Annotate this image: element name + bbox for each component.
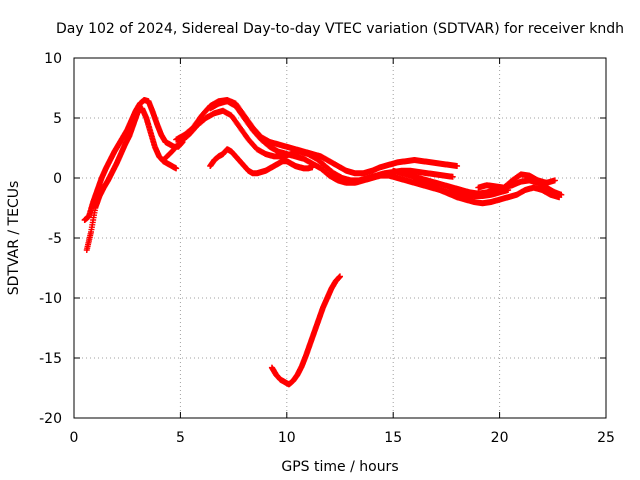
series-arc-evening-c	[475, 177, 565, 198]
series-markers	[83, 105, 180, 253]
series-arc-low	[268, 273, 343, 388]
x-tick-label: 15	[384, 430, 402, 446]
series-arc-rise-b	[83, 105, 180, 253]
axis-ticks	[73, 57, 607, 419]
y-tick-label: -10	[39, 291, 62, 307]
y-axis-label: SDTVAR / TECUs	[6, 181, 22, 296]
grid-lines	[74, 58, 606, 418]
series-markers	[268, 273, 343, 388]
x-tick-label: 20	[491, 430, 509, 446]
x-tick-label: 0	[70, 430, 79, 446]
y-tick-label: -5	[48, 231, 62, 247]
x-tick-label: 25	[597, 430, 615, 446]
series-markers	[207, 146, 316, 177]
y-tick-label: 5	[53, 111, 62, 127]
y-tick-label: -20	[39, 411, 62, 427]
y-tick-label: -15	[39, 351, 62, 367]
y-tick-label: 10	[44, 51, 62, 67]
series-markers	[81, 97, 186, 223]
y-tick-labels: -20 -15 -10 -5 0 5 10	[39, 51, 62, 427]
y-tick-label: 0	[53, 171, 62, 187]
x-tick-labels: 0 5 10 15 20 25	[70, 430, 615, 446]
series-arc-rise-a	[81, 97, 186, 223]
chart-title: Day 102 of 2024, Sidereal Day-to-day VTE…	[56, 21, 624, 37]
x-axis-label: GPS time / hours	[281, 459, 398, 475]
data-points	[81, 97, 565, 388]
series-markers	[475, 177, 565, 198]
x-tick-label: 10	[278, 430, 296, 446]
x-tick-label: 5	[176, 430, 185, 446]
series-markers	[411, 177, 563, 207]
series-arc-evening-b	[411, 177, 563, 207]
series-arc-afternoon	[207, 146, 316, 177]
